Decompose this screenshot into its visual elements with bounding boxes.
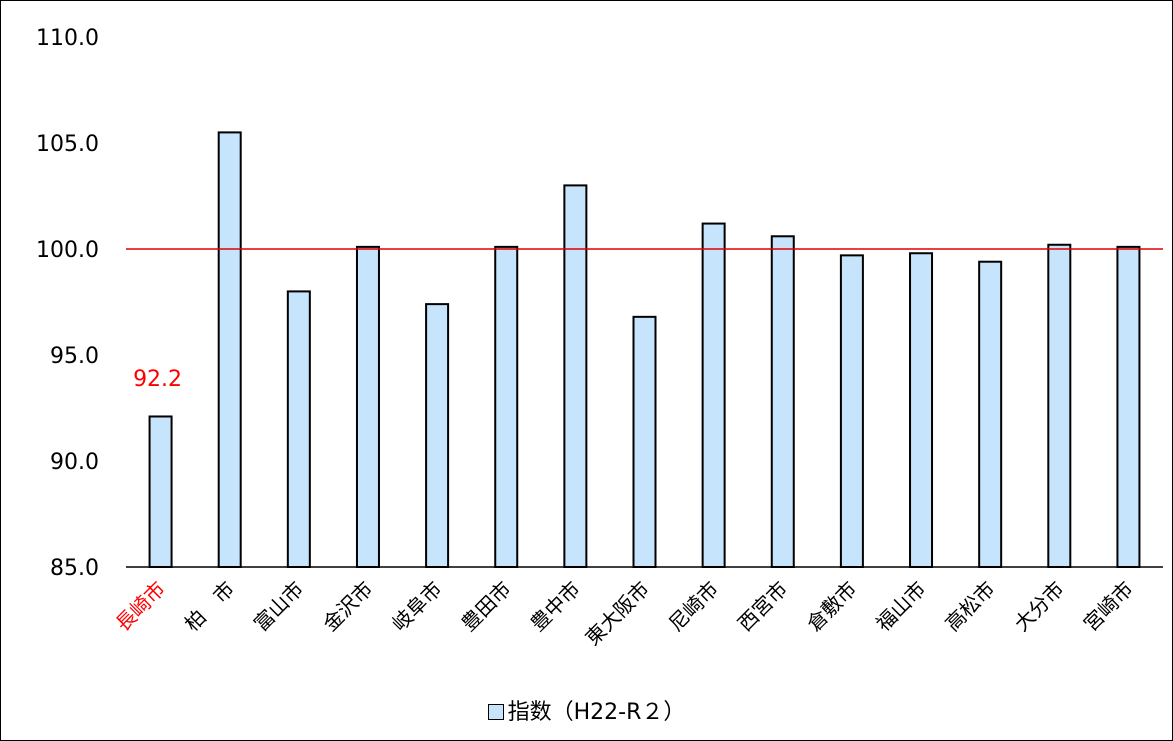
y-tick-label: 105.0	[36, 132, 99, 157]
bar	[909, 252, 934, 569]
bar	[770, 235, 795, 568]
y-tick-label: 95.0	[50, 344, 99, 369]
bar	[701, 222, 726, 568]
legend: 指数（H22-R２）	[0, 690, 1173, 730]
y-axis-tick-labels: 85.0 90.0 95.0 100.0 105.0 110.0	[36, 26, 99, 581]
bar	[839, 254, 864, 569]
y-tick-label: 85.0	[50, 556, 99, 581]
x-axis-tick-labels: 長崎市柏 市富山市 金沢市 岐阜市 豊田市 豊中市東大阪市 尼崎市 西宮市 倉敷市 福山市 高松市…	[111, 577, 1138, 651]
bars	[148, 131, 1141, 569]
x-tick-label: 柏 市	[180, 577, 239, 636]
bar	[494, 245, 519, 568]
x-tick-label: 高松市	[940, 577, 999, 636]
bar-chart: 85.0 90.0 95.0 100.0 105.0 110.0 長崎市柏 市富山市 金沢市…	[36, 26, 1163, 651]
x-tick-label: 尼崎市	[664, 577, 723, 636]
x-tick-label: 大分市	[1009, 577, 1068, 636]
x-tick-label: 倉敷市	[802, 577, 861, 636]
y-tick-label: 90.0	[50, 450, 99, 475]
legend-swatch	[487, 704, 504, 720]
bar	[355, 245, 380, 568]
x-tick-label: 西宮市	[733, 577, 792, 636]
x-tick-label: 長崎市	[111, 577, 170, 636]
x-tick-label: 宮崎市	[1079, 577, 1138, 636]
y-tick-label: 100.0	[36, 238, 99, 263]
bar	[978, 260, 1003, 568]
x-tick-label: 富山市	[249, 577, 308, 636]
y-tick-label: 110.0	[36, 26, 99, 51]
x-tick-label: 豊中市	[526, 577, 585, 636]
x-tick-label: 東大阪市	[580, 577, 654, 651]
bar	[217, 131, 242, 568]
bar	[148, 415, 173, 569]
bar	[425, 303, 450, 568]
x-tick-label: 金沢市	[318, 577, 377, 636]
x-tick-label: 岐阜市	[387, 577, 446, 636]
bar	[563, 184, 588, 568]
x-tick-label: 福山市	[871, 577, 930, 636]
bar	[1116, 245, 1141, 568]
bar	[286, 290, 311, 568]
annotation-label: 92.2	[133, 367, 182, 392]
legend-label: 指数（H22-R２）	[507, 700, 686, 725]
bar	[632, 315, 657, 568]
x-tick-label: 豊田市	[456, 577, 515, 636]
bar	[1047, 243, 1072, 568]
